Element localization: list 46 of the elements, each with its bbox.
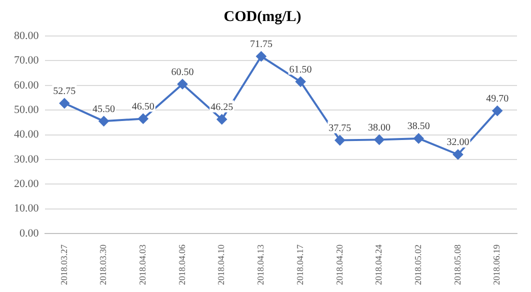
point <box>374 134 384 145</box>
x-tick-label: 2018.04.20 <box>334 244 344 285</box>
data-label: 37.75 <box>328 122 352 134</box>
y-tick-label: 60.00 <box>14 79 40 92</box>
point <box>177 79 188 90</box>
x-tick-label: 2018.05.02 <box>412 244 423 285</box>
y-tick-label: 70.00 <box>14 54 40 67</box>
point <box>138 114 148 124</box>
data-label: 60.50 <box>171 66 194 78</box>
x-tick-label: 2018.06.19 <box>492 244 502 285</box>
chart-title: COD(mg/L) <box>224 8 302 25</box>
y-tick-label: 20.00 <box>14 178 40 190</box>
y-tick-label: 80.00 <box>14 30 40 42</box>
y-tick-label: 50.00 <box>14 104 40 116</box>
point <box>59 98 70 108</box>
data-label: 71.75 <box>250 38 272 50</box>
data-label: 38.50 <box>407 121 430 132</box>
y-tick-label: 0.00 <box>20 227 40 240</box>
x-tick-label: 2018.03.30 <box>98 244 108 285</box>
point <box>414 133 424 144</box>
point <box>492 106 502 116</box>
point <box>296 76 306 87</box>
data-label: 38.00 <box>368 122 391 134</box>
x-tick-label: 2018.04.13 <box>256 244 266 285</box>
data-label: 46.50 <box>132 101 154 112</box>
x-tick-label: 2018.04.10 <box>216 244 226 285</box>
y-tick-label: 10.00 <box>14 202 40 215</box>
point <box>216 114 227 124</box>
x-tick-label: 2018.04.24 <box>374 244 384 285</box>
data-label: 49.70 <box>486 93 509 104</box>
x-tick-label: 2018.04.17 <box>294 244 305 285</box>
point <box>334 135 345 146</box>
y-tick-label: 30.00 <box>14 153 40 166</box>
data-label: 46.25 <box>210 102 234 113</box>
x-tick-label: 2018.04.06 <box>176 244 187 285</box>
x-tick-label: 2018.05.08 <box>452 244 462 285</box>
x-tick-label: 2018.03.27 <box>58 244 69 285</box>
data-label: 61.50 <box>289 64 312 76</box>
point <box>256 51 266 62</box>
y-tick-label: 40.00 <box>14 128 40 141</box>
data-label: 32.00 <box>446 137 470 148</box>
point <box>452 150 463 160</box>
data-label: 45.50 <box>92 104 116 115</box>
point <box>98 116 109 126</box>
x-tick-label: 2018.04.03 <box>137 244 148 285</box>
data-label: 52.75 <box>53 86 76 97</box>
